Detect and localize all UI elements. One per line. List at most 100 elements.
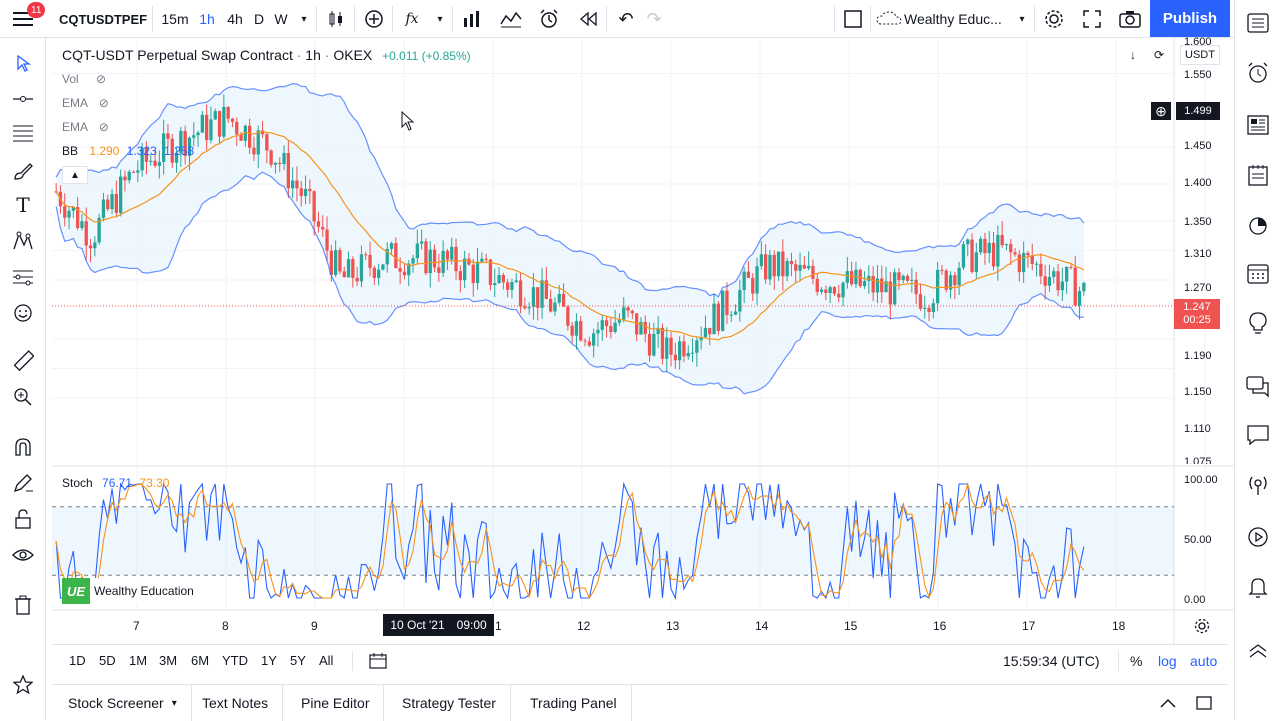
magnet-icon[interactable] (8, 432, 38, 462)
axis-settings-icon[interactable] (1192, 616, 1212, 636)
chevron-up-icon[interactable] (1158, 693, 1178, 713)
watchlist-icon[interactable] (1243, 8, 1273, 38)
maximize-panel-icon[interactable] (1194, 693, 1214, 713)
add-alert-icon[interactable]: ⊕ (1151, 102, 1171, 120)
news-icon[interactable] (1243, 110, 1273, 140)
ruler-icon[interactable] (8, 346, 38, 376)
lock-icon[interactable] (8, 504, 38, 534)
symbol-search[interactable]: CQTUSDTPEF (58, 11, 148, 27)
goto-date-icon[interactable] (368, 651, 388, 671)
range-1m[interactable]: 1M (129, 653, 148, 668)
utc-clock[interactable]: 15:59:34 (UTC) (1003, 653, 1100, 669)
candle-body (566, 306, 570, 326)
bb-indicator-label[interactable]: BB 1.290 1.323 1.258 (62, 144, 195, 158)
collapse-sidebar-icon[interactable] (1243, 636, 1273, 666)
cursor-icon[interactable] (8, 48, 38, 78)
interval-1h[interactable]: 1h (199, 11, 215, 27)
fullscreen-icon[interactable] (1078, 0, 1106, 38)
range-3m[interactable]: 3M (159, 653, 178, 668)
candle-body (88, 245, 93, 249)
ema1-indicator-label[interactable]: EMA ⊘ (62, 96, 109, 110)
watermark-logo-icon: UE (62, 578, 90, 604)
alert-icon[interactable] (534, 0, 564, 38)
trash-icon[interactable] (8, 590, 38, 620)
candle-body (1082, 282, 1086, 292)
refresh-icon[interactable]: ⟳ (1153, 48, 1165, 62)
play-icon[interactable] (1243, 522, 1273, 552)
redo-icon[interactable]: ↷ (646, 8, 662, 29)
percent-scale-toggle[interactable]: % (1130, 653, 1143, 669)
publish-button[interactable]: Publish (1150, 0, 1230, 37)
stoch-legend[interactable]: Stoch 76.71 73.30 (62, 476, 170, 490)
range-ytd[interactable]: YTD (222, 653, 248, 668)
notification-bell-icon[interactable] (1243, 572, 1273, 602)
tab-stock-screener[interactable]: Stock Screener ▾ (54, 685, 192, 721)
layout-name[interactable]: Wealthy Educ... (904, 11, 1002, 27)
templates-icon[interactable] (496, 0, 526, 38)
range-1y[interactable]: 1Y (261, 653, 277, 668)
interval-dropdown-icon[interactable]: ▾ (301, 13, 307, 25)
range-all[interactable]: All (319, 653, 334, 668)
top-toolbar: 11 CQTUSDTPEF 15m 1h 4h D W ▾ fx ▾ ↶ ↷ W… (0, 0, 1280, 38)
tab-strategy-tester[interactable]: Strategy Tester (388, 685, 511, 721)
interval-4h[interactable]: 4h (227, 11, 243, 27)
layout-dropdown-icon[interactable]: ▾ (1019, 13, 1025, 25)
range-6m[interactable]: 6M (191, 653, 210, 668)
indicators-dropdown-icon[interactable]: ▾ (437, 13, 443, 25)
menu-icon[interactable] (6, 0, 40, 38)
fib-icon[interactable] (8, 118, 38, 148)
undo-icon[interactable]: ↶ (618, 8, 634, 29)
scroll-down-icon[interactable]: ↓ (1130, 48, 1136, 62)
candle-body (80, 221, 84, 228)
chat-icon[interactable] (1243, 420, 1273, 450)
draw-mode-icon[interactable] (8, 468, 38, 498)
emoji-icon[interactable] (8, 298, 38, 328)
chats-icon[interactable] (1243, 372, 1273, 402)
candle-body (441, 250, 445, 273)
range-5d[interactable]: 5D (99, 653, 116, 668)
bb-lower-line (55, 171, 1084, 395)
trendline-icon[interactable] (8, 84, 38, 114)
tab-pine-editor[interactable]: Pine Editor (287, 685, 385, 721)
indicators-icon[interactable]: fx (405, 11, 419, 27)
alarm-clock-icon[interactable] (1243, 58, 1273, 88)
interval-15m[interactable]: 15m (161, 11, 189, 27)
vol-indicator-label[interactable]: Vol ⊘ (62, 72, 107, 86)
replay-icon[interactable] (574, 0, 604, 38)
candle-body (1013, 252, 1017, 255)
tab-text-notes[interactable]: Text Notes (188, 685, 284, 721)
price-tick: 1.310 (1184, 248, 1212, 260)
candle-body (368, 254, 372, 268)
chart-type-icon[interactable] (322, 0, 350, 38)
ideas-icon[interactable] (1243, 308, 1273, 338)
star-icon[interactable] (8, 670, 38, 700)
pattern-icon[interactable] (8, 226, 38, 256)
interval-d[interactable]: D (253, 11, 265, 27)
text-tool-icon[interactable]: T (16, 193, 30, 217)
chart-canvas[interactable] (52, 38, 1234, 644)
zoom-in-icon[interactable] (8, 382, 38, 412)
range-1d[interactable]: 1D (69, 653, 86, 668)
log-scale-toggle[interactable]: log (1158, 653, 1177, 669)
streams-icon[interactable] (1243, 470, 1273, 500)
tab-trading-panel[interactable]: Trading Panel (516, 685, 632, 721)
compare-icon[interactable] (360, 0, 388, 38)
brush-icon[interactable] (8, 156, 38, 186)
financials-icon[interactable] (458, 0, 486, 38)
collapse-legend-icon[interactable]: ▲ (62, 166, 88, 184)
currency-label[interactable]: USDT (1180, 45, 1220, 65)
prediction-icon[interactable] (8, 262, 38, 292)
visibility-icon[interactable] (8, 540, 38, 570)
calendar-icon[interactable] (1243, 258, 1273, 288)
candle-body (157, 161, 161, 166)
candle-body (583, 340, 587, 342)
auto-scale-toggle[interactable]: auto (1190, 653, 1218, 669)
ema2-indicator-label[interactable]: EMA ⊘ (62, 120, 109, 134)
fullscreen-toggle-icon[interactable] (840, 0, 866, 38)
data-window-icon[interactable] (1243, 210, 1273, 240)
camera-icon[interactable] (1116, 0, 1144, 38)
settings-icon[interactable] (1040, 0, 1068, 38)
range-5y[interactable]: 5Y (290, 653, 306, 668)
notes-icon[interactable] (1243, 160, 1273, 190)
interval-w[interactable]: W (274, 11, 288, 27)
